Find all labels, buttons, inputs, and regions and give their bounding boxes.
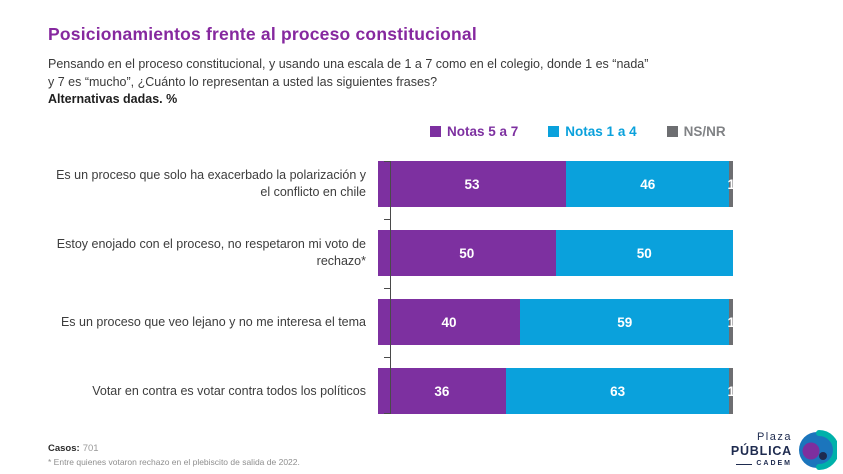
logo-line-cadem: CADEM [731, 460, 792, 468]
value-label: 40 [441, 314, 457, 330]
subtitle: Pensando en el proceso constitucional, y… [48, 56, 768, 109]
logo-rule [736, 464, 753, 465]
logo-text: Plaza PÚBLICA CADEM [731, 431, 792, 468]
logo-line-publica: PÚBLICA [730, 444, 792, 459]
value-label: 50 [636, 245, 652, 261]
bar-segment-notas-1-a-4: 59 [520, 299, 730, 345]
cases-note: Casos: 701 [48, 443, 99, 454]
value-label: 63 [610, 383, 626, 399]
value-label: 46 [640, 176, 656, 192]
value-label: 1 [727, 383, 735, 399]
cadem-swirl-icon [799, 430, 837, 470]
header: Posicionamientos frente al proceso const… [48, 24, 768, 109]
legend-swatch-icon [430, 126, 441, 137]
value-label: 36 [434, 383, 450, 399]
value-label: 50 [459, 245, 475, 261]
bar-segment-notas-1-a-4: 46 [566, 161, 730, 207]
bar-track: 50 50 [378, 230, 733, 276]
bar-segment-notas-1-a-4: 63 [505, 368, 730, 414]
bar-segment-notas-1-a-4: 50 [555, 230, 733, 276]
legend: Notas 5 a 7 Notas 1 a 4 NS/NR [430, 124, 726, 139]
bar-track: 53 46 1 [378, 161, 735, 207]
value-label: 59 [617, 314, 633, 330]
subtitle-line-2: y 7 es “mucho”, ¿Cuánto lo representan a… [48, 74, 438, 89]
axis-tick [384, 356, 390, 358]
chart-row: Estoy enojado con el proceso, no respeta… [48, 230, 758, 276]
axis-tick [384, 161, 390, 162]
axis-tick [384, 287, 390, 289]
category-label: Es un proceso que solo ha exacerbado la … [56, 168, 366, 199]
bar-segment-notas-5-a-7: 50 [378, 230, 556, 276]
legend-item: Notas 1 a 4 [548, 124, 637, 139]
subtitle-line-1: Pensando en el proceso constitucional, y… [48, 57, 649, 71]
bar-segment-notas-5-a-7: 53 [378, 161, 567, 207]
legend-label: Notas 5 a 7 [447, 124, 519, 139]
legend-label: Notas 1 a 4 [565, 124, 637, 139]
legend-label: NS/NR [683, 124, 726, 139]
chart-row: Votar en contra es votar contra todos lo… [48, 368, 758, 414]
page-title: Posicionamientos frente al proceso const… [48, 24, 477, 44]
chart-row: Es un proceso que veo lejano y no me int… [48, 299, 758, 345]
legend-item: Notas 5 a 7 [430, 124, 518, 139]
bar-chart: Es un proceso que solo ha exacerbado la … [48, 161, 758, 414]
category-label: Votar en contra es votar contra todos lo… [92, 383, 366, 398]
bar-segment-ns-nr: 1 [727, 299, 735, 345]
cases-value: 701 [82, 443, 99, 454]
legend-swatch-icon [666, 126, 678, 137]
cadem-logo: Plaza PÚBLICA CADEM [731, 430, 837, 470]
footnote: * Entre quienes votaron rechazo en el pl… [48, 457, 300, 467]
cases-label: Casos: [48, 443, 80, 454]
axis-tick [384, 218, 390, 220]
bar-segment-notas-5-a-7: 40 [378, 299, 520, 345]
logo-line-plaza: Plaza [756, 431, 792, 444]
bar-segment-notas-5-a-7: 36 [378, 368, 506, 414]
category-label: Es un proceso que veo lejano y no me int… [60, 314, 366, 329]
bar-track: 36 63 1 [378, 368, 735, 414]
legend-item: NS/NR [666, 124, 726, 139]
bar-segment-ns-nr: 1 [727, 161, 735, 207]
y-axis-line [390, 161, 391, 414]
value-label: 1 [727, 314, 735, 330]
bar-track: 40 59 1 [378, 299, 735, 345]
subtitle-bold: Alternativas dadas. % [48, 92, 178, 106]
chart-row: Es un proceso que solo ha exacerbado la … [48, 161, 758, 207]
bar-segment-ns-nr: 1 [727, 368, 735, 414]
value-label: 1 [727, 176, 735, 192]
value-label: 53 [464, 176, 480, 192]
legend-swatch-icon [548, 126, 560, 137]
category-label: Estoy enojado con el proceso, no respeta… [56, 237, 366, 268]
axis-tick [384, 413, 390, 414]
